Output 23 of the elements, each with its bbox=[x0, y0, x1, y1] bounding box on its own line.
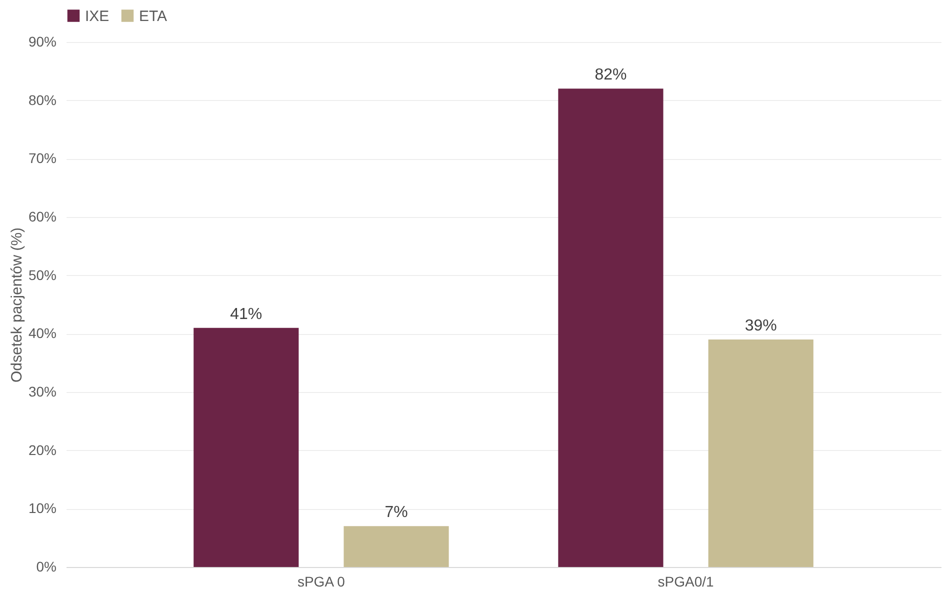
y-tick-label: 70% bbox=[28, 150, 56, 166]
y-tick-label: 30% bbox=[28, 384, 56, 400]
bar bbox=[558, 88, 664, 567]
text: 7% bbox=[384, 504, 408, 522]
text: 39% bbox=[744, 318, 777, 334]
text: 82% bbox=[594, 66, 627, 84]
legend-label: ETA bbox=[139, 8, 168, 25]
y-tick-label: 60% bbox=[28, 208, 56, 224]
y-tick-label: 40% bbox=[28, 325, 56, 342]
y-tick-label: 80% bbox=[28, 92, 56, 108]
y-axis-title: Odsetek pacjentów (%) bbox=[8, 227, 26, 383]
bar bbox=[194, 328, 299, 567]
y-tick-label: 0% bbox=[36, 558, 56, 574]
bar bbox=[344, 526, 449, 567]
x-tick-label: sPGA0/1 bbox=[658, 574, 714, 590]
text: 41% bbox=[230, 306, 262, 323]
x-tick-label: sPGA 0 bbox=[297, 574, 346, 590]
legend-label: IXE bbox=[85, 8, 110, 25]
y-tick-label: 20% bbox=[28, 442, 56, 458]
y-tick-label: 90% bbox=[28, 34, 56, 50]
y-tick-label: 10% bbox=[28, 500, 56, 516]
bar bbox=[708, 340, 814, 567]
y-tick-label: 50% bbox=[28, 266, 56, 283]
